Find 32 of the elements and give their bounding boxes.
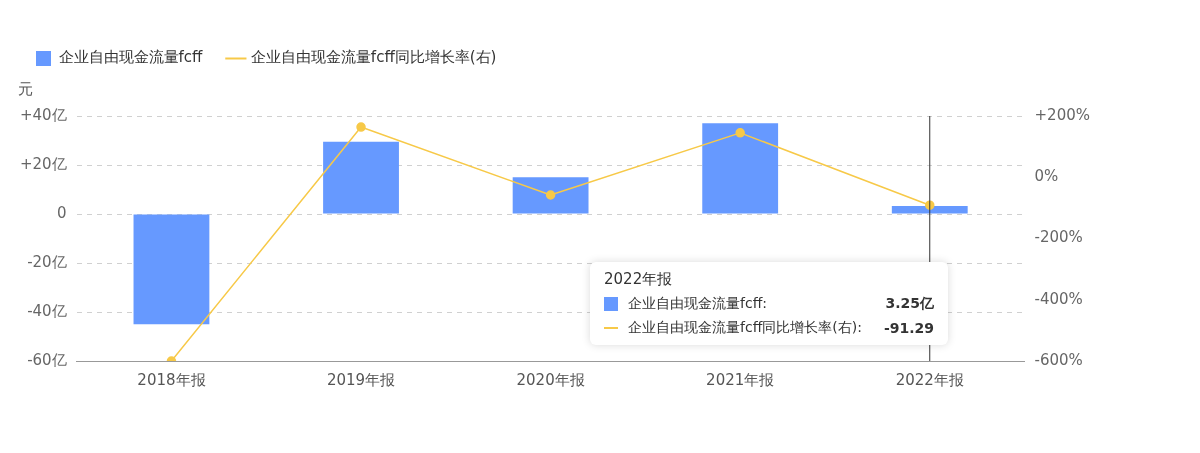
annotation: 3.25亿 [885,295,934,313]
annotation: 企业自由现金流量fcff同比增长率(右): [628,319,862,337]
y-tick-label: -60亿 [27,350,67,369]
y2-tick-label: +200% [1034,105,1090,124]
point [545,190,556,200]
annotation: 2022年报 [604,270,674,289]
annotation: -91.29 [883,320,934,336]
bar [702,123,779,214]
y2-tick-label: 0% [1034,167,1059,186]
y-tick-label: +20亿 [20,154,67,173]
y-axis-title: 元 [18,79,33,98]
y-tick-label: 0 [57,203,67,222]
bar [133,214,210,325]
legend-label: 企业自由现金流量fcff同比增长率(右) [250,48,497,67]
y2-tick-label: -400% [1034,289,1083,308]
y2-tick-label: -600% [1034,350,1083,369]
x-tick-label: 2018年报 [137,370,206,389]
x-tick-label: 2022年报 [895,370,964,389]
bar [512,177,589,214]
x-tick-label: 2019年报 [326,370,396,389]
y-tick-label: +40亿 [20,105,67,124]
x-tick-label: 2021年报 [706,370,775,389]
y-tick-label: -40亿 [27,301,67,320]
x-tick-label: 2020年报 [516,370,585,389]
y2-tick-label: -200% [1034,228,1083,247]
y-tick-label: -20亿 [27,252,67,271]
legend-label: 企业自由现金流量fcff [58,48,204,67]
point [735,128,745,138]
annotation: 企业自由现金流量fcff: [628,295,767,313]
point [356,122,366,132]
bar [323,141,399,214]
bar [891,206,968,214]
